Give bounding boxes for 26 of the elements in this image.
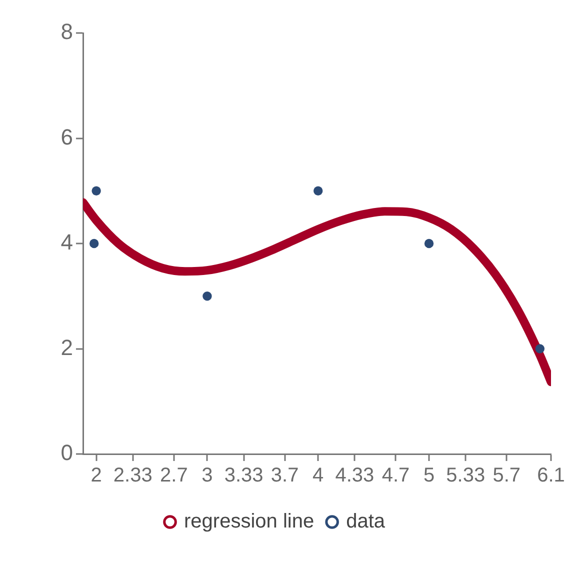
legend-label: data <box>346 510 386 533</box>
y-tick-label: 2 <box>60 334 73 360</box>
y-tick-label: 0 <box>60 440 73 466</box>
x-tick-label: 6.1 <box>537 464 565 487</box>
x-tick-label: 2 <box>90 464 102 487</box>
y-tick-label: 8 <box>60 19 73 44</box>
x-tick-label: 5 <box>423 464 435 487</box>
x-tick-label: 4.7 <box>382 464 410 487</box>
x-tick-label: 5.33 <box>446 464 486 487</box>
point <box>535 344 545 354</box>
y-tick-label: 6 <box>60 124 73 150</box>
x-tick-label: 4 <box>312 464 324 487</box>
x-tick-label: 2.7 <box>160 464 188 487</box>
point <box>89 238 99 248</box>
y-tick-label: 4 <box>60 230 73 255</box>
legend-label: regression line <box>184 510 314 533</box>
x-tick-label: 3 <box>202 464 213 487</box>
point <box>202 292 212 301</box>
point <box>314 186 323 196</box>
point <box>424 238 434 248</box>
x-tick-label: 5.7 <box>492 464 521 487</box>
point <box>92 186 101 196</box>
x-tick-label: 4.33 <box>335 464 374 487</box>
x-tick-label: 3.7 <box>270 464 299 487</box>
x-tick-label: 2.33 <box>113 464 152 487</box>
x-tick-label: 3.33 <box>224 464 264 487</box>
